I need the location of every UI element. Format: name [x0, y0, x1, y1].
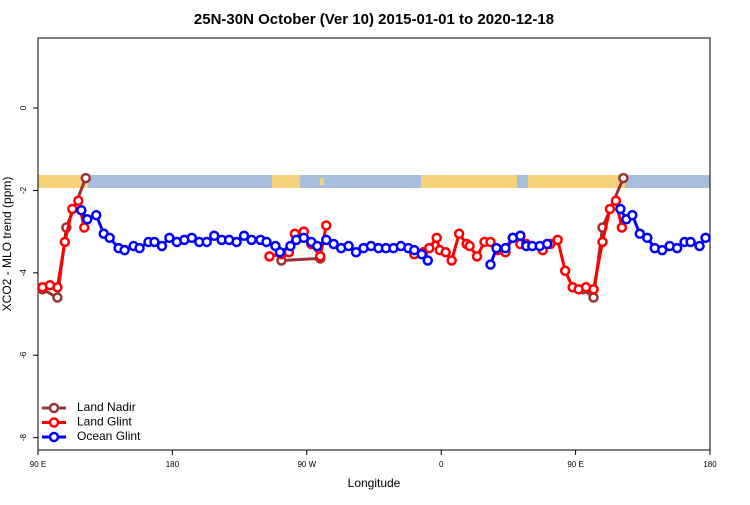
data-point: [500, 242, 511, 254]
data-point: [422, 255, 434, 266]
data-point: [350, 246, 362, 258]
data-point: [627, 209, 638, 221]
land-strip: [421, 175, 517, 188]
x-tick-label: 180: [703, 460, 717, 469]
data-point: [453, 228, 465, 239]
data-point: [312, 240, 323, 252]
data-point: [700, 232, 711, 244]
y-tick-label: 0: [19, 105, 28, 110]
chart-title: 25N-30N October (Ver 10) 2015-01-01 to 2…: [194, 11, 554, 28]
data-point: [685, 236, 696, 248]
data-point: [119, 244, 130, 256]
data-point: [164, 232, 175, 244]
x-tick-label: 90 E: [30, 460, 46, 469]
data-point: [588, 292, 599, 303]
data-point: [76, 204, 87, 216]
data-point: [618, 172, 629, 184]
data-point: [541, 238, 553, 250]
data-point: [246, 234, 257, 246]
data-point: [416, 249, 428, 260]
data-point: [604, 203, 616, 215]
data-point: [491, 242, 502, 254]
legend-marker: [48, 431, 60, 443]
data-point: [515, 230, 526, 242]
data-point: [559, 265, 571, 277]
land-strip: [272, 175, 300, 188]
data-point: [186, 232, 198, 244]
y-tick-label: -4: [19, 269, 28, 277]
x-tick-label: 180: [166, 460, 180, 469]
data-point: [588, 284, 599, 295]
data-point: [274, 246, 286, 258]
data-point: [634, 228, 646, 239]
y-tick-label: -2: [19, 186, 28, 194]
map-strip: [38, 175, 710, 188]
data-point: [90, 209, 102, 221]
y-axis-label: XCO2 - MLO trend (ppm): [0, 177, 14, 312]
legend-label: Land Glint: [77, 415, 132, 429]
data-point: [201, 236, 212, 248]
legend-marker: [48, 402, 60, 414]
plot-frame: [37, 37, 711, 451]
data-point: [73, 195, 84, 206]
series-line: [80, 208, 707, 266]
data-point: [424, 242, 435, 254]
data-point: [597, 236, 608, 248]
land-strip: [38, 175, 88, 188]
legend-marker: [48, 417, 60, 428]
data-point: [552, 234, 563, 246]
data-point: [485, 236, 496, 248]
data-point: [642, 232, 653, 244]
legend-label: Ocean Glint: [77, 429, 141, 443]
data-point: [431, 232, 442, 244]
data-point: [440, 246, 451, 258]
data-point: [615, 203, 626, 215]
data-point: [610, 195, 622, 206]
data-point: [208, 230, 220, 242]
x-tick-label: 90 E: [567, 460, 583, 469]
data-point: [264, 251, 275, 262]
data-point: [134, 242, 145, 254]
data-point: [464, 240, 475, 252]
data-point: [80, 172, 92, 184]
data-point: [285, 240, 296, 252]
data-point: [52, 282, 63, 293]
data-point: [231, 236, 242, 248]
y-tick-label: -6: [19, 351, 28, 359]
data-point: [320, 234, 332, 246]
data-point: [471, 251, 483, 262]
data-point: [82, 214, 93, 225]
data-point: [320, 220, 332, 231]
x-tick-label: 90 W: [297, 460, 316, 469]
data-point: [238, 230, 250, 242]
data-point: [616, 222, 628, 233]
data-point: [446, 255, 457, 266]
data-point: [67, 203, 78, 215]
data-point: [694, 240, 705, 252]
data-point: [671, 242, 683, 254]
data-point: [261, 236, 272, 248]
series-line: [41, 177, 625, 301]
data-point: [104, 232, 115, 244]
x-tick-label: 0: [439, 460, 444, 469]
data-point: [59, 236, 71, 248]
data-point: [149, 236, 160, 248]
legend-label: Land Nadir: [77, 400, 136, 414]
data-point: [328, 238, 339, 250]
data-point: [409, 244, 420, 256]
data-point: [343, 240, 354, 252]
data-point: [314, 251, 326, 262]
land-strip: [528, 175, 625, 188]
data-point: [656, 244, 668, 256]
data-point: [52, 292, 63, 303]
land-strip: [320, 178, 324, 185]
data-point: [485, 259, 496, 270]
y-tick-label: -8: [19, 434, 28, 442]
data-point: [79, 222, 90, 233]
x-axis-label: Longitude: [348, 476, 401, 490]
data-point: [156, 240, 168, 252]
data-point: [298, 232, 310, 244]
